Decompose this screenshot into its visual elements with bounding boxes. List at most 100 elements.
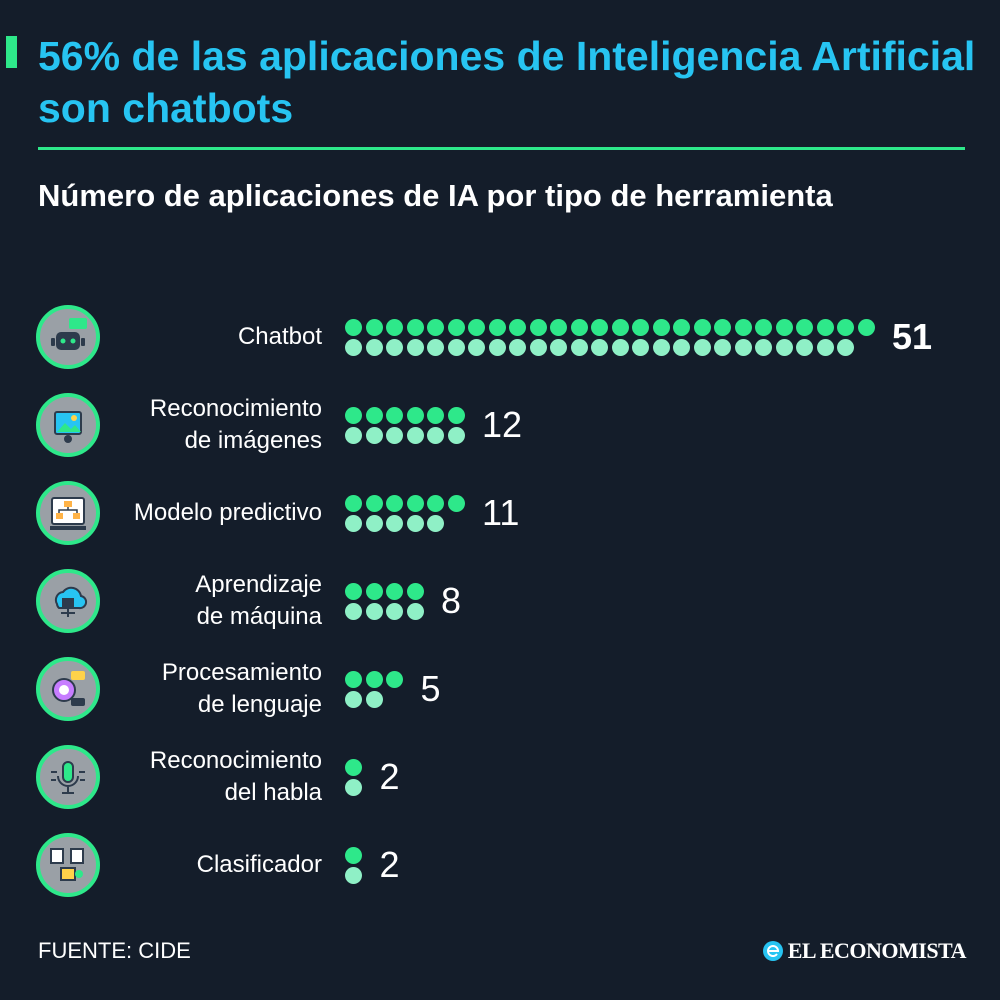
chart-dot <box>365 426 383 444</box>
chart-dot <box>591 318 608 336</box>
data-label: 5 <box>420 668 441 709</box>
chart-dot <box>427 494 444 512</box>
chart-dot <box>386 670 403 688</box>
chart-dot <box>427 514 444 532</box>
chart-dot <box>509 318 526 336</box>
speech-recognition-icon <box>36 745 100 809</box>
brand-mark-icon <box>762 941 783 961</box>
chart-dot <box>816 318 834 336</box>
chart-dot <box>365 406 383 424</box>
chart-dot <box>365 318 383 336</box>
chart-dot <box>365 514 383 532</box>
chart-dot <box>734 338 752 356</box>
chart-dot <box>570 338 588 356</box>
chart-dot <box>427 338 444 356</box>
dot-bar <box>0 654 1000 724</box>
chart-dot <box>591 338 608 356</box>
chart-dot <box>816 338 834 356</box>
category-label: Procesamiento de lenguaje <box>22 657 322 721</box>
chart-dot <box>734 318 752 336</box>
category-label: Aprendizaje de máquina <box>22 569 322 633</box>
chart-row: Aprendizaje de máquina 8 <box>0 566 1000 636</box>
category-label-line: de imágenes <box>184 427 322 454</box>
chart-dot <box>386 494 403 512</box>
chart-dot <box>406 582 424 600</box>
dot-bar <box>0 742 1000 812</box>
chart-dot <box>345 602 362 620</box>
chart-dot <box>427 318 444 336</box>
category-label: Reconocimiento del habla <box>22 745 322 809</box>
chart-dot <box>345 494 362 512</box>
chart-dot <box>468 338 485 356</box>
chart-dot <box>345 338 362 356</box>
chart-dot <box>632 318 649 336</box>
chart-row: Clasificador 2 <box>0 830 1000 900</box>
chart-dot <box>345 670 362 688</box>
chart-dot <box>693 338 711 356</box>
chart-dot <box>345 690 362 708</box>
image-recognition-icon <box>36 393 100 457</box>
chart-dot <box>447 338 465 356</box>
category-label: Reconocimiento de imágenes <box>22 393 322 457</box>
chart-dot <box>386 582 403 600</box>
chart-dot <box>570 318 588 336</box>
chart-dot <box>632 338 649 356</box>
chart-row: Chatbot 51 <box>0 302 1000 372</box>
chart-dot <box>386 426 403 444</box>
data-label: 2 <box>379 756 400 797</box>
chart-title: 56% de las aplicaciones de Inteligencia … <box>38 33 976 131</box>
predictive-model-icon <box>36 481 100 545</box>
chart-dot <box>529 318 547 336</box>
title-accent-bar <box>6 36 17 68</box>
chart-dot <box>611 318 629 336</box>
title-divider <box>38 147 965 150</box>
category-label: Clasificador <box>22 849 322 881</box>
category-label-line: Modelo predictivo <box>133 499 322 526</box>
data-label: 8 <box>441 580 462 621</box>
chart-dot <box>796 338 813 356</box>
category-label-line: Chatbot <box>237 323 322 350</box>
source-note: FUENTE: CIDE <box>38 938 191 963</box>
chatbot-icon <box>36 305 100 369</box>
chart-row: Procesamiento de lenguaje 5 <box>0 654 1000 724</box>
chart-dot <box>386 602 403 620</box>
category-label-line: Aprendizaje <box>195 571 322 598</box>
chart-dot <box>796 318 813 336</box>
chart-dot <box>673 338 690 356</box>
chart-dot <box>755 318 772 336</box>
chart-dot <box>345 406 362 424</box>
chart-dot <box>406 406 424 424</box>
classifier-icon <box>36 833 100 897</box>
chart-dot <box>837 318 854 336</box>
chart-dot <box>447 406 465 424</box>
chart-dot <box>550 338 567 356</box>
chart-dot <box>406 494 424 512</box>
chart-dot <box>345 758 362 776</box>
category-label-line: del habla <box>224 779 322 806</box>
chart-dot <box>550 318 567 336</box>
chart-dot <box>427 426 444 444</box>
chart-dot <box>611 338 629 356</box>
chart-dot <box>406 514 424 532</box>
chart-dot <box>529 338 547 356</box>
chart-dot <box>345 582 362 600</box>
dot-bar <box>0 478 1000 548</box>
chart-dot <box>345 866 362 884</box>
chart-dot <box>427 406 444 424</box>
chart-dot <box>365 582 383 600</box>
chart-dot <box>365 670 383 688</box>
data-label: 2 <box>379 844 400 885</box>
chart-dot <box>365 338 383 356</box>
chart-dot <box>714 338 731 356</box>
chart-dot <box>386 318 403 336</box>
chart-dot <box>447 426 465 444</box>
chart-dot <box>652 318 670 336</box>
chart-dot <box>775 318 793 336</box>
dot-bar <box>0 830 1000 900</box>
chart-dot <box>386 514 403 532</box>
chart-dot <box>345 778 362 796</box>
chart-dot <box>365 494 383 512</box>
data-label: 12 <box>482 404 523 445</box>
chart-dot <box>365 690 383 708</box>
